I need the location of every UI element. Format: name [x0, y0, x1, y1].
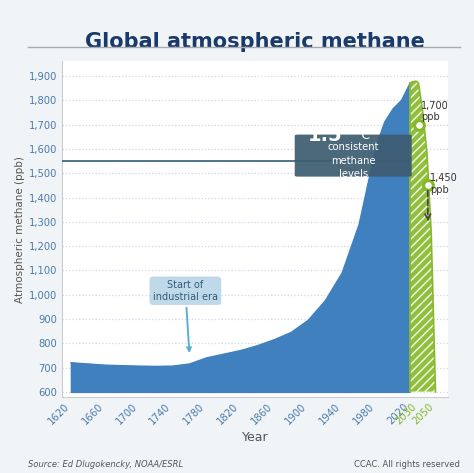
Text: °C: °C: [356, 129, 371, 142]
Text: 1.5: 1.5: [308, 126, 343, 145]
Text: 1,700
ppb: 1,700 ppb: [421, 101, 449, 122]
Text: consistent
methane
levels: consistent methane levels: [328, 142, 379, 179]
Text: Source: Ed Dlugokencky, NOAA/ESRL: Source: Ed Dlugokencky, NOAA/ESRL: [28, 460, 183, 469]
Text: Start of
industrial era: Start of industrial era: [153, 280, 218, 351]
Y-axis label: Atmospheric methane (ppb): Atmospheric methane (ppb): [15, 156, 25, 303]
Title: Global atmospheric methane: Global atmospheric methane: [85, 32, 425, 52]
FancyBboxPatch shape: [295, 135, 412, 176]
Text: 1,450
ppb: 1,450 ppb: [430, 173, 458, 195]
X-axis label: Year: Year: [242, 431, 269, 444]
Text: CCAC. All rights reserved: CCAC. All rights reserved: [354, 460, 460, 469]
